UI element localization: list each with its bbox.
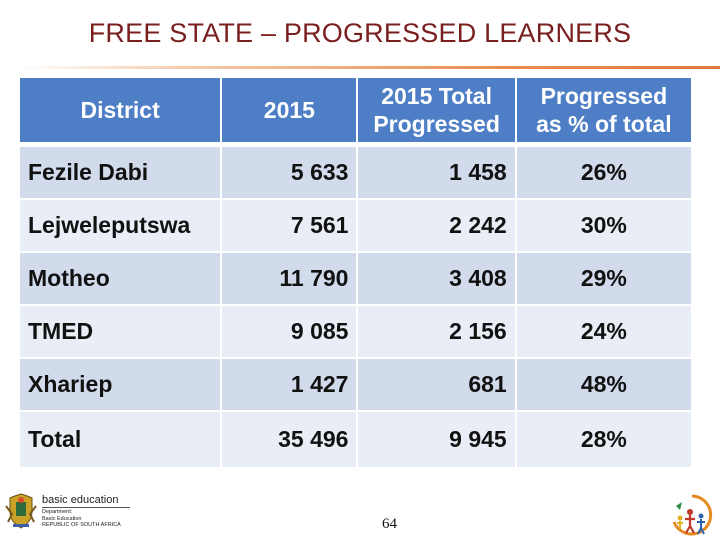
total-progressed-cell: 2 156 [356,304,517,359]
page-number: 64 [382,516,397,532]
progressed-learners-table: District 2015 2015 Total Progressed Prog… [17,76,694,469]
total-progressed-cell: 9 945 [356,410,517,469]
logo-sub-line: REPUBLIC OF SOUTH AFRICA [42,522,121,528]
logo-sub-line: Basic Education [42,515,82,522]
table-header-row: District 2015 2015 Total Progressed Prog… [17,76,694,147]
district-cell: Total [17,410,223,469]
pct-total-cell: 30% [514,198,694,253]
table-row: Xhariep 1 427 681 48% [17,357,694,412]
pct-total-cell: 29% [514,251,694,306]
header-total-progressed: 2015 Total Progressed [356,76,517,147]
district-cell: Xhariep [17,357,223,412]
year-cell: 1 427 [220,357,359,412]
table-row: Lejweleputswa 7 561 2 242 30% [17,198,694,253]
pct-total-cell: 28% [514,410,694,469]
logo-main-text: basic education [42,494,130,508]
pct-total-cell: 24% [514,304,694,359]
anniversary-logo-icon [672,494,713,536]
logo-text: basic education Department: Basic Educat… [42,494,130,529]
header-2015: 2015 [220,76,359,147]
total-progressed-cell: 3 408 [356,251,517,306]
pct-total-cell: 26% [514,143,694,200]
table-row: Motheo 11 790 3 408 29% [17,251,694,306]
coat-of-arms-icon [5,493,37,529]
page-title: FREE STATE – PROGRESSED LEARNERS [88,18,632,48]
table-row: TMED 9 085 2 156 24% [17,304,694,359]
header-pct-total: Progressed as % of total [514,76,694,147]
title-divider [18,66,720,69]
district-cell: Motheo [17,251,223,306]
total-row: Total 35 496 9 945 28% [17,410,694,469]
department-logo: basic education Department: Basic Educat… [4,490,130,534]
pct-total-cell: 48% [514,357,694,412]
header-district: District [17,76,223,147]
total-progressed-cell: 1 458 [356,143,517,200]
table-row: Fezile Dabi 5 633 1 458 26% [17,143,694,200]
district-cell: TMED [17,304,223,359]
year-cell: 9 085 [220,304,359,359]
district-cell: Fezile Dabi [17,143,223,200]
year-cell: 11 790 [220,251,359,306]
logo-sub-line: Department: [42,509,73,515]
district-cell: Lejweleputswa [17,198,223,253]
total-progressed-cell: 2 242 [356,198,517,253]
year-cell: 35 496 [220,410,359,469]
year-cell: 7 561 [220,198,359,253]
total-progressed-cell: 681 [356,357,517,412]
year-cell: 5 633 [220,143,359,200]
